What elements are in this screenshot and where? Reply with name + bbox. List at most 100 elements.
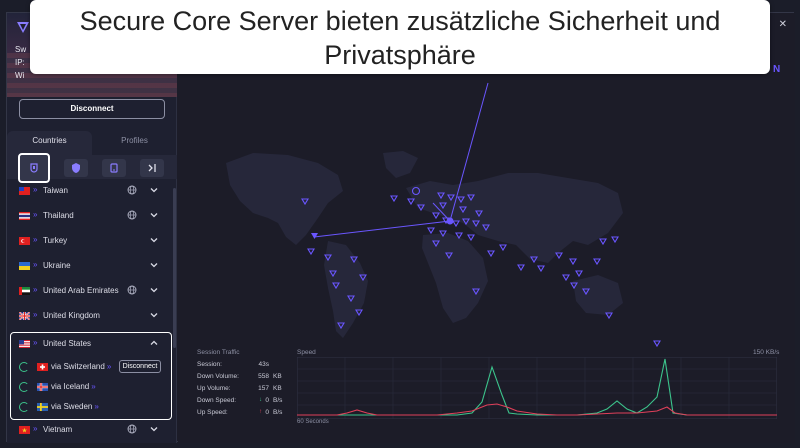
server-row-via-switzerland[interactable]: via Switzerland» Disconnect	[7, 357, 177, 377]
flag-us-icon	[19, 340, 30, 348]
chevron-down-icon[interactable]	[149, 285, 159, 295]
brand-label-partial: N	[773, 64, 781, 75]
flag-vietnam-icon	[19, 426, 30, 434]
flag-uk-icon	[19, 312, 30, 320]
country-name: United States	[43, 339, 92, 348]
feature-filters	[7, 153, 177, 183]
p2p-icon	[110, 163, 118, 173]
sidebar-scrollbar[interactable]	[173, 188, 176, 348]
secure-core-arrows: »	[106, 362, 112, 371]
connect-status-icon	[19, 402, 29, 412]
server-markers	[301, 192, 661, 348]
chevron-down-icon[interactable]	[149, 260, 159, 270]
graph-grid	[297, 357, 777, 419]
secure-core-arrows: »	[33, 210, 38, 219]
country-name: Turkey	[43, 236, 68, 245]
secure-core-arrows: »	[33, 260, 38, 269]
stat-session: Session: 43s	[197, 361, 269, 368]
country-name: Ukraine	[43, 261, 71, 270]
shield-icon	[72, 163, 80, 173]
tab-countries[interactable]: Countries	[7, 131, 92, 155]
country-row-uae[interactable]: » United Arab Emirates	[7, 279, 177, 304]
disconnect-button[interactable]: Disconnect	[19, 99, 165, 119]
server-name: via Sweden	[51, 402, 93, 411]
server-row-via-sweden[interactable]: via Sweden»	[7, 397, 177, 417]
tab-bar: Countries Profiles	[7, 131, 177, 155]
proton-logo-icon	[17, 22, 29, 33]
secure-core-arrows: »	[91, 382, 96, 391]
country-row-united-states[interactable]: » United States	[7, 332, 177, 357]
speed-max-label: 150 KB/s	[753, 349, 780, 356]
globe-icon[interactable]	[127, 285, 137, 295]
connected-server-label: Sw	[15, 45, 27, 54]
secure-core-arrows: »	[33, 235, 38, 244]
country-row-taiwan[interactable]: » Taiwan	[7, 179, 177, 204]
continents	[226, 151, 623, 338]
p2p-filter[interactable]	[102, 159, 126, 177]
stat-up-volume: Up Volume: 157 KB	[197, 385, 282, 392]
country-row-turkey[interactable]: » Turkey	[7, 229, 177, 254]
flag-sweden-icon	[37, 403, 48, 411]
vpn-app-window: Sw IP: Wi Disconnect Countries Profiles	[6, 12, 795, 443]
connect-status-icon	[19, 382, 29, 392]
globe-icon[interactable]	[127, 424, 137, 434]
server-name: via Switzerland	[51, 362, 105, 371]
caption-line-1: Secure Core Server bieten zusätzliche Si…	[79, 6, 721, 36]
stat-up-speed: Up Speed: ↑ 0 B/s	[197, 409, 283, 416]
country-row-ukraine[interactable]: » Ukraine	[7, 254, 177, 279]
country-row-united-kingdom[interactable]: » United Kingdom	[7, 304, 177, 329]
world-map[interactable]: ✕	[178, 13, 795, 443]
flag-thailand-icon	[19, 212, 30, 220]
chevron-up-icon[interactable]	[149, 338, 159, 348]
marker-circle	[411, 186, 421, 196]
speed-graph	[297, 357, 777, 419]
secure-core-arrows: »	[33, 185, 38, 194]
up-speed-line	[297, 403, 777, 416]
speed-title: Speed	[297, 349, 316, 356]
secure-core-filter[interactable]	[18, 153, 50, 183]
stat-down-volume: Down Volume: 558 KB	[197, 373, 282, 380]
server-name: via Iceland	[51, 382, 90, 391]
chevron-down-icon[interactable]	[149, 185, 159, 195]
highlight-box	[10, 332, 172, 420]
globe-icon[interactable]	[127, 185, 137, 195]
up-arrow-icon: ↑	[259, 409, 262, 415]
server-disconnect-button[interactable]: Disconnect	[119, 360, 161, 373]
caption-line-2: Privatsphäre	[324, 40, 476, 70]
secure-core-arrows: »	[33, 338, 38, 347]
secure-core-arrows: »	[33, 424, 38, 433]
connected-status-icon	[19, 362, 29, 372]
country-name: United Kingdom	[43, 311, 100, 320]
globe-icon[interactable]	[127, 210, 137, 220]
flag-switzerland-icon	[37, 363, 48, 371]
flag-uae-icon	[19, 287, 30, 295]
caption-banner: Secure Core Server bieten zusätzliche Si…	[30, 0, 770, 74]
entry-server-marker	[446, 217, 454, 225]
chevron-down-icon[interactable]	[149, 424, 159, 434]
exit-server-marker	[311, 233, 318, 239]
tab-profiles[interactable]: Profiles	[121, 136, 148, 145]
session-traffic-panel: Session Traffic Speed 150 KB/s Session: …	[187, 343, 787, 438]
country-row-vietnam[interactable]: » Vietnam	[7, 418, 177, 443]
chevron-down-icon[interactable]	[149, 210, 159, 220]
country-row-thailand[interactable]: » Thailand	[7, 204, 177, 229]
tor-filter[interactable]	[140, 159, 164, 177]
shield-filter[interactable]	[64, 159, 88, 177]
country-name: Taiwan	[43, 186, 68, 195]
country-name: Vietnam	[43, 425, 73, 434]
sidebar: Sw IP: Wi Disconnect Countries Profiles	[7, 13, 177, 443]
secure-core-arrows: »	[33, 285, 38, 294]
chevron-down-icon[interactable]	[149, 310, 159, 320]
tor-icon	[148, 164, 156, 172]
traffic-title: Session Traffic	[197, 349, 240, 356]
world-map-svg	[226, 82, 661, 348]
flag-taiwan-icon	[19, 187, 30, 195]
close-icon[interactable]: ✕	[778, 19, 787, 30]
secure-core-arrows: »	[33, 310, 38, 319]
stat-down-speed: Down Speed: ↓ 0 B/s	[197, 397, 283, 404]
flag-ukraine-icon	[19, 262, 30, 270]
x-axis-label: 60 Seconds	[297, 419, 329, 425]
chevron-down-icon[interactable]	[149, 235, 159, 245]
server-row-via-iceland[interactable]: via Iceland»	[7, 377, 177, 397]
secure-core-icon	[30, 163, 38, 173]
